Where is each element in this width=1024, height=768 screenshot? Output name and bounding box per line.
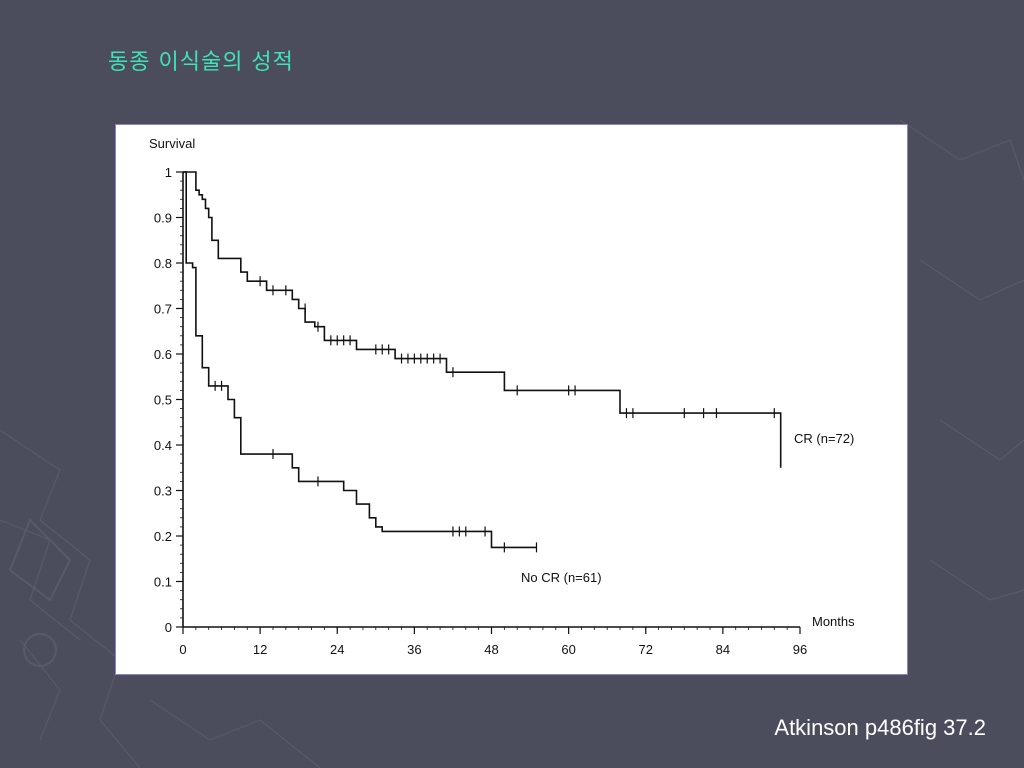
figure-caption: Atkinson p486fig 37.2 [774, 715, 986, 740]
y-tick-label: 0.5 [154, 393, 172, 408]
survival-chart-panel: 0 0.1 0.2 0.3 0.4 0.5 0.6 0.7 0.8 0.9 1 0 12 24 36 48 60… [115, 124, 908, 675]
x-tick-label: 96 [793, 642, 807, 657]
x-tick-label: 12 [253, 642, 267, 657]
x-tick-label: 48 [484, 642, 498, 657]
chart-ticks: 0 0.1 0.2 0.3 0.4 0.5 0.6 0.7 0.8 0.9 1 0 12 24 36 48 60… [154, 165, 807, 657]
y-axis-label: Survival [149, 136, 195, 151]
chart-curves [183, 171, 782, 553]
series-line-no-cr [183, 171, 537, 549]
x-tick-label: 60 [561, 642, 575, 657]
y-tick-label: 0.8 [154, 256, 172, 271]
y-tick-label: 0.9 [154, 211, 172, 226]
slide-title: 동종 이식술의 성적 [108, 50, 294, 75]
chart-axes [182, 172, 800, 628]
survival-chart: 0 0.1 0.2 0.3 0.4 0.5 0.6 0.7 0.8 0.9 1 0 12 24 36 48 60… [149, 136, 855, 657]
series-line-cr [183, 171, 782, 468]
x-tick-label: 72 [639, 642, 653, 657]
legend-label-no-cr: No CR (n=61) [521, 570, 602, 585]
y-tick-label: 0.1 [154, 575, 172, 590]
y-tick-label: 0 [165, 620, 172, 635]
y-tick-label: 0.2 [154, 529, 172, 544]
legend-label-cr: CR (n=72) [794, 431, 854, 446]
y-tick-label: 0.7 [154, 302, 172, 317]
x-tick-label: 36 [407, 642, 421, 657]
y-tick-label: 0.3 [154, 484, 172, 499]
y-tick-label: 0.4 [154, 438, 172, 453]
y-tick-label: 0.6 [154, 347, 172, 362]
x-tick-label: 24 [330, 642, 344, 657]
y-tick-label: 1 [165, 165, 172, 180]
x-tick-label: 84 [716, 642, 730, 657]
x-tick-label: 0 [179, 642, 186, 657]
x-axis-label: Months [812, 614, 855, 629]
